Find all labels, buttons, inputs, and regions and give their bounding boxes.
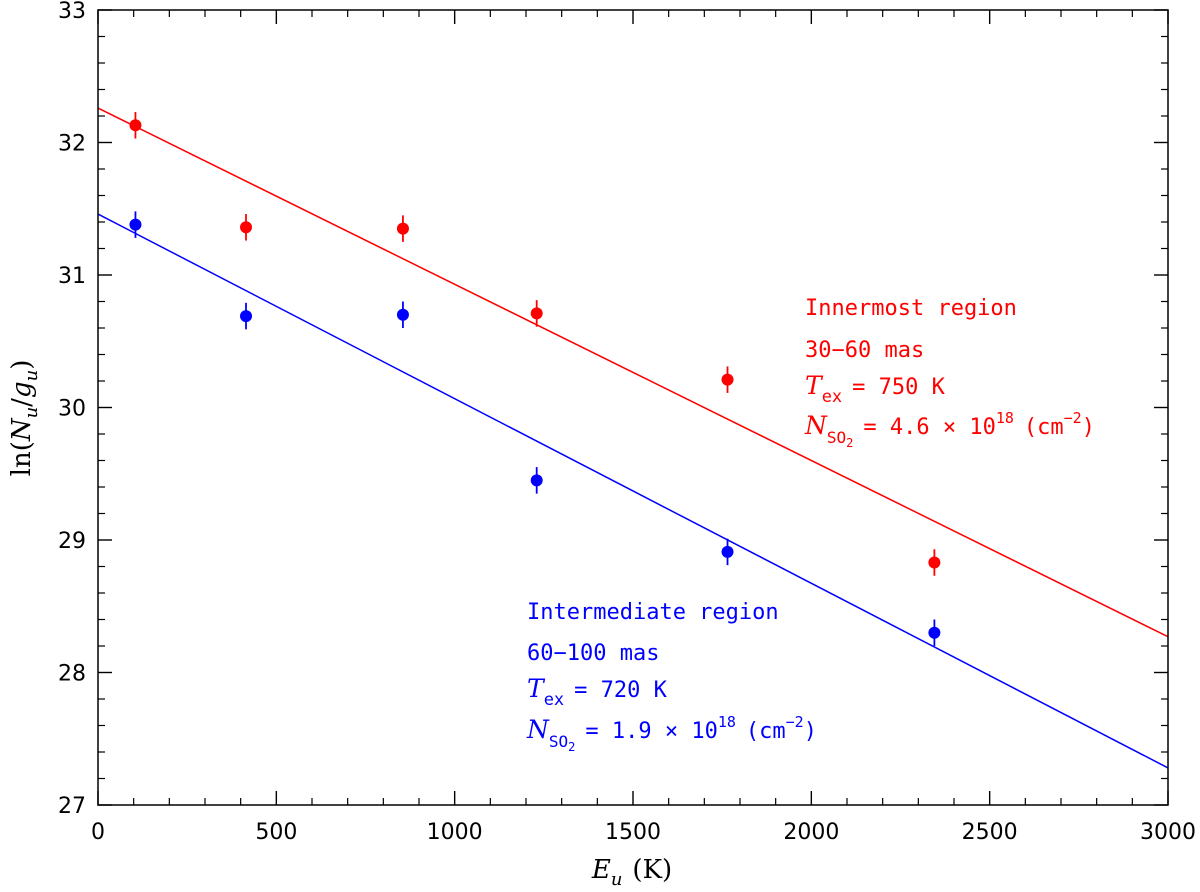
intermediate-data-point bbox=[721, 545, 734, 558]
data-points bbox=[129, 112, 941, 646]
y-tick-label: 32 bbox=[58, 132, 86, 157]
y-tick-label: 28 bbox=[58, 662, 86, 687]
innermost-data-point bbox=[530, 307, 543, 320]
fit-lines bbox=[97, 107, 1169, 769]
intermediate-data-point bbox=[129, 218, 142, 231]
x-tick-label: 1000 bbox=[427, 820, 483, 845]
intermediate-fit-line bbox=[97, 213, 1169, 769]
innermost-range-label: 30−60 mas bbox=[805, 338, 924, 363]
intermediate-data-point bbox=[530, 474, 543, 487]
innermost-data-point bbox=[928, 556, 941, 569]
innermost-tex-label: Tex = 750 K bbox=[805, 371, 946, 407]
x-tick-label: 500 bbox=[255, 820, 297, 845]
y-tick-label: 33 bbox=[58, 0, 86, 24]
x-tick-label: 3000 bbox=[1140, 820, 1196, 845]
innermost-fit-line bbox=[97, 107, 1169, 638]
x-tick-label: 2500 bbox=[962, 820, 1018, 845]
innermost-region-label: Innermost region bbox=[805, 296, 1017, 321]
intermediate-column-density-label: NSO2= 1.9 × 1018 (cm−2) bbox=[526, 713, 817, 754]
intermediate-tex-label: Tex = 720 K bbox=[527, 674, 668, 710]
y-axis-label: ln(Nu/gu) bbox=[7, 360, 42, 477]
intermediate-data-point bbox=[396, 308, 409, 321]
y-tick-label: 27 bbox=[58, 794, 86, 819]
y-tick-label: 29 bbox=[58, 529, 86, 554]
y-tick-label: 30 bbox=[58, 397, 86, 422]
x-tick-label: 1500 bbox=[605, 820, 661, 845]
intermediate-range-label: 60−100 mas bbox=[527, 641, 659, 666]
intermediate-data-point bbox=[928, 626, 941, 639]
x-tick-label: 2000 bbox=[783, 820, 839, 845]
intermediate-data-point bbox=[240, 310, 253, 323]
tick-labels: 0 500 1000 1500 2000 2500 3000 27 28 29 30 31 32 33 bbox=[58, 0, 1196, 845]
x-tick-label: 0 bbox=[91, 820, 105, 845]
innermost-column-density-label: NSO2= 4.6 × 1018 (cm−2) bbox=[804, 409, 1095, 450]
intermediate-annotation: Intermediate region 60−100 mas Tex = 720 … bbox=[526, 600, 817, 754]
y-tick-label: 31 bbox=[58, 264, 86, 289]
innermost-data-point bbox=[721, 373, 734, 386]
intermediate-region-label: Intermediate region bbox=[527, 600, 779, 625]
plot-frame bbox=[97, 9, 1169, 806]
innermost-data-point bbox=[129, 119, 142, 132]
innermost-data-point bbox=[240, 221, 253, 234]
innermost-annotation: Innermost region 30−60 mas Tex = 750 K NS… bbox=[804, 296, 1095, 450]
x-axis-label: Eu (K) bbox=[591, 855, 672, 890]
innermost-data-point bbox=[396, 222, 409, 235]
